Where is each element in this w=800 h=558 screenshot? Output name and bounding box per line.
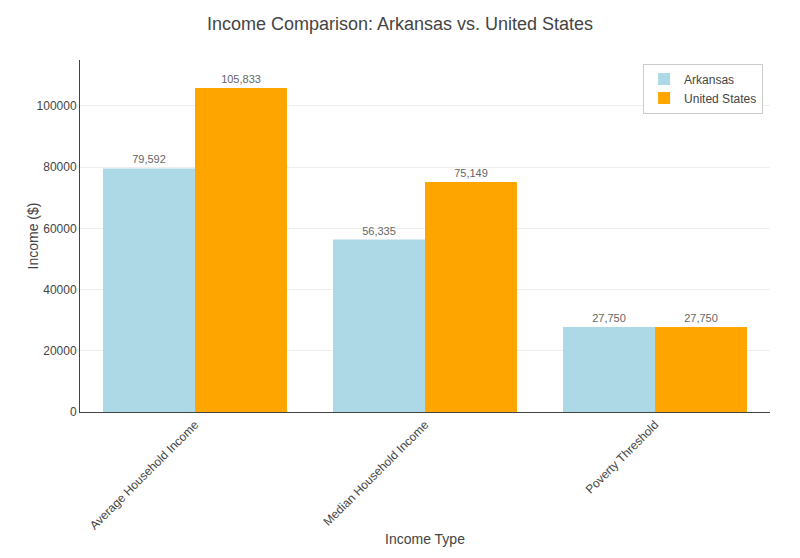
- svg-text:Poverty Threshold: Poverty Threshold: [583, 418, 662, 497]
- svg-text:Income ($): Income ($): [25, 203, 41, 270]
- svg-text:27,750: 27,750: [592, 312, 626, 324]
- svg-text:20000: 20000: [43, 344, 77, 358]
- svg-text:Income Type: Income Type: [385, 531, 465, 547]
- svg-text:0: 0: [70, 405, 77, 419]
- svg-text:60000: 60000: [43, 222, 77, 236]
- svg-text:40000: 40000: [43, 283, 77, 297]
- svg-text:Arkansas: Arkansas: [684, 73, 734, 87]
- svg-text:Median Household Income: Median Household Income: [321, 418, 432, 529]
- svg-text:80000: 80000: [43, 160, 77, 174]
- svg-text:100000: 100000: [37, 99, 77, 113]
- svg-text:105,833: 105,833: [221, 73, 261, 85]
- svg-text:56,335: 56,335: [362, 225, 396, 237]
- svg-text:79,592: 79,592: [132, 153, 166, 165]
- svg-text:Income Comparison: Arkansas vs: Income Comparison: Arkansas vs. United S…: [207, 14, 593, 34]
- svg-text:75,149: 75,149: [454, 167, 488, 179]
- svg-text:27,750: 27,750: [684, 312, 718, 324]
- svg-text:Average Household Income: Average Household Income: [87, 418, 202, 533]
- svg-text:United States: United States: [684, 92, 756, 106]
